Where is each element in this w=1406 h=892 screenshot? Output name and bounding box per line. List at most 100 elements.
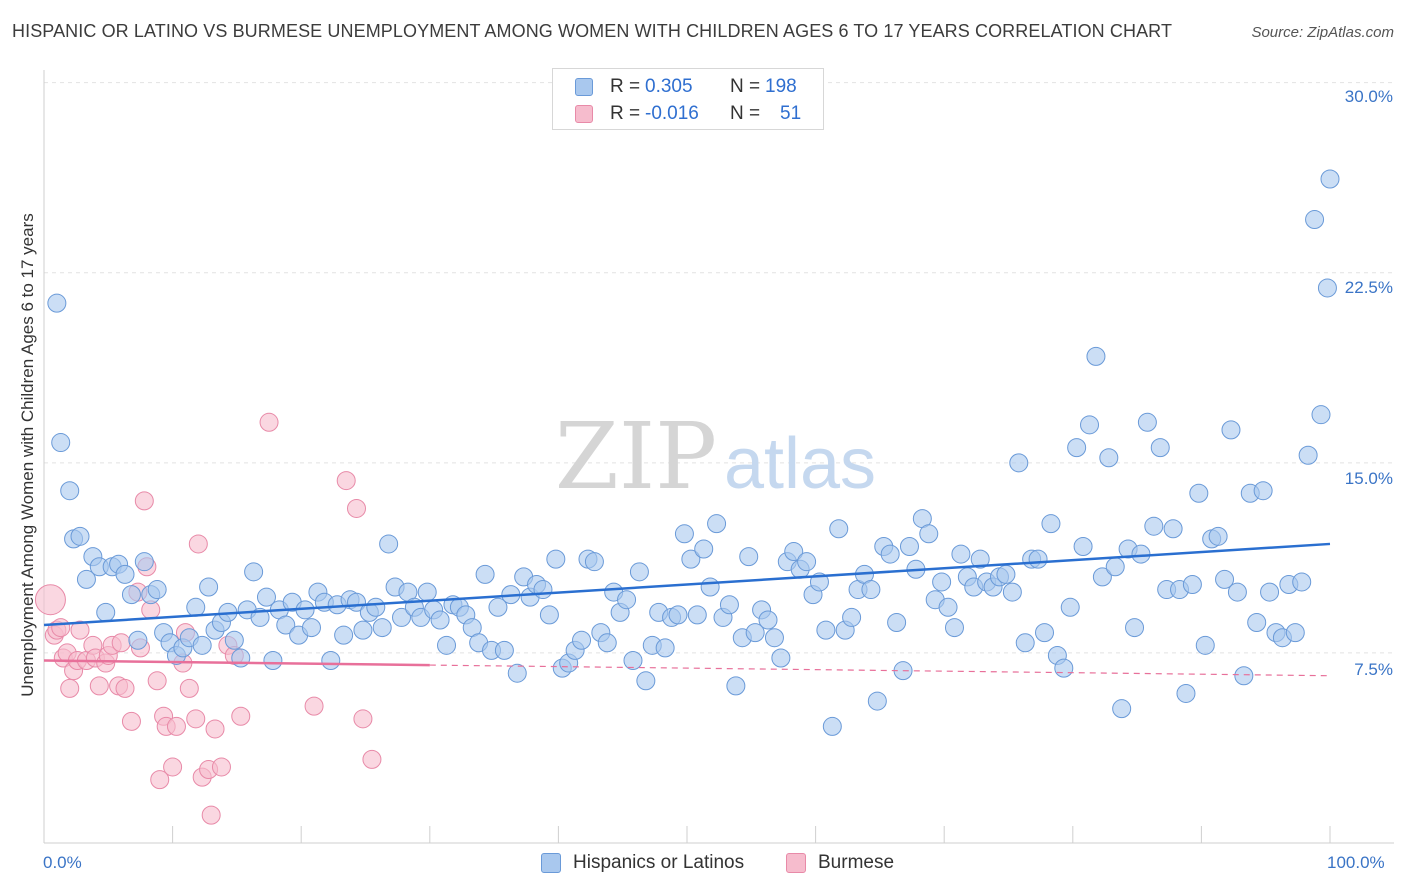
hispanic-point — [244, 562, 264, 582]
hispanic-point — [1260, 582, 1280, 602]
hispanic-point — [1253, 481, 1273, 501]
burmese-point — [259, 412, 279, 432]
y-tick-label-30: 30.0% — [1344, 87, 1393, 106]
hispanic-point — [700, 577, 720, 597]
hispanic-point — [353, 620, 373, 640]
hispanic-point — [694, 539, 714, 559]
hispanic-point — [494, 640, 514, 660]
hispanic-point — [1150, 438, 1170, 458]
hispanic-point — [1285, 623, 1305, 643]
burmese-point — [188, 534, 208, 554]
hispanic-point — [629, 562, 649, 582]
hispanic-point — [334, 625, 354, 645]
hispanic-point — [707, 514, 727, 534]
axes — [43, 70, 1394, 844]
hispanic-point — [1028, 549, 1048, 569]
hispanic-point — [1144, 516, 1164, 536]
hispanic-point — [1086, 346, 1106, 366]
burmese-points — [34, 412, 382, 825]
hispanic-point — [1195, 635, 1215, 655]
watermark-zip: ZIP — [555, 403, 717, 510]
hispanic-point — [797, 552, 817, 572]
hispanic-point — [1208, 526, 1228, 546]
hispanic-point — [1015, 633, 1035, 653]
hispanic-point — [1317, 278, 1337, 298]
hispanic-point — [224, 630, 244, 650]
blue-swatch — [541, 853, 561, 873]
hispanic-point — [1215, 569, 1235, 589]
r-label: R = — [610, 76, 641, 97]
burmese-point — [179, 678, 199, 698]
hispanic-point — [199, 577, 219, 597]
hispanic-point — [1041, 514, 1061, 534]
burmese-point — [34, 584, 66, 616]
burmese-point — [134, 491, 154, 511]
hispanic-point — [1035, 623, 1055, 643]
hispanic-point — [192, 635, 212, 655]
watermark-atlas: atlas — [724, 424, 876, 504]
hispanic-point — [681, 549, 701, 569]
n-label: N = — [730, 76, 761, 97]
burmese-point — [353, 709, 373, 729]
hispanic-point — [1298, 445, 1318, 465]
hispanic-point — [829, 519, 849, 539]
hispanic-point — [507, 663, 527, 683]
hispanic-point — [1125, 618, 1145, 638]
hispanic-point — [533, 580, 553, 600]
burmese-point — [336, 471, 356, 491]
hispanic-point — [758, 610, 778, 630]
burmese-point — [51, 618, 71, 638]
hispanic-point — [1131, 544, 1151, 564]
burmese-point — [147, 671, 167, 691]
hispanic-point — [1137, 412, 1157, 432]
hispanic-point — [437, 635, 457, 655]
hispanic-point — [1067, 438, 1087, 458]
hispanic-point — [186, 597, 206, 617]
hispanic-point — [822, 716, 842, 736]
hispanic-point — [1305, 210, 1325, 230]
chart-title: HISPANIC OR LATINO VS BURMESE UNEMPLOYME… — [12, 21, 1173, 41]
hispanic-point — [1292, 572, 1312, 592]
hispanic-point — [1092, 567, 1112, 587]
hispanic-point — [919, 524, 939, 544]
burmese-point — [166, 716, 186, 736]
burmese-point — [111, 633, 131, 653]
hispanic-point — [321, 651, 341, 671]
hispanic-point — [996, 564, 1016, 584]
hispanic-point — [597, 633, 617, 653]
stats-box: R = 0.305 N = 198 R = -0.016 N = 51 — [552, 68, 824, 130]
burmese-point — [211, 757, 231, 777]
hispanic-point — [572, 630, 592, 650]
hispanic-point — [417, 582, 437, 602]
legend-label: Burmese — [818, 852, 895, 873]
hispanic-point — [1009, 453, 1029, 473]
hispanic-point — [488, 597, 508, 617]
hispanic-point — [128, 630, 148, 650]
hispanic-point — [1002, 582, 1022, 602]
legend-label: Hispanics or Latinos — [573, 852, 745, 873]
hispanic-point — [276, 615, 296, 635]
hispanic-point — [719, 595, 739, 615]
hispanic-point — [617, 590, 637, 610]
burmese-point — [346, 498, 366, 518]
burmese-point — [186, 709, 206, 729]
hispanic-point — [366, 597, 386, 617]
hispanic-point — [1227, 582, 1247, 602]
hispanic-point — [816, 620, 836, 640]
n-value: 198 — [765, 76, 797, 97]
burmese-point — [205, 719, 225, 739]
hispanic-point — [1073, 536, 1093, 556]
hispanic-point — [1099, 448, 1119, 468]
hispanic-point — [539, 605, 559, 625]
hispanic-point — [1189, 483, 1209, 503]
hispanic-point — [147, 580, 167, 600]
burmese-point — [150, 770, 170, 790]
hispanic-point — [1182, 574, 1202, 594]
hispanic-point — [1163, 519, 1183, 539]
burmese-point — [304, 696, 324, 716]
hispanic-point — [1320, 169, 1340, 189]
hispanic-point — [301, 618, 321, 638]
hispanic-point — [861, 580, 881, 600]
burmese-trend-line — [43, 659, 430, 667]
hispanic-point — [771, 648, 791, 668]
